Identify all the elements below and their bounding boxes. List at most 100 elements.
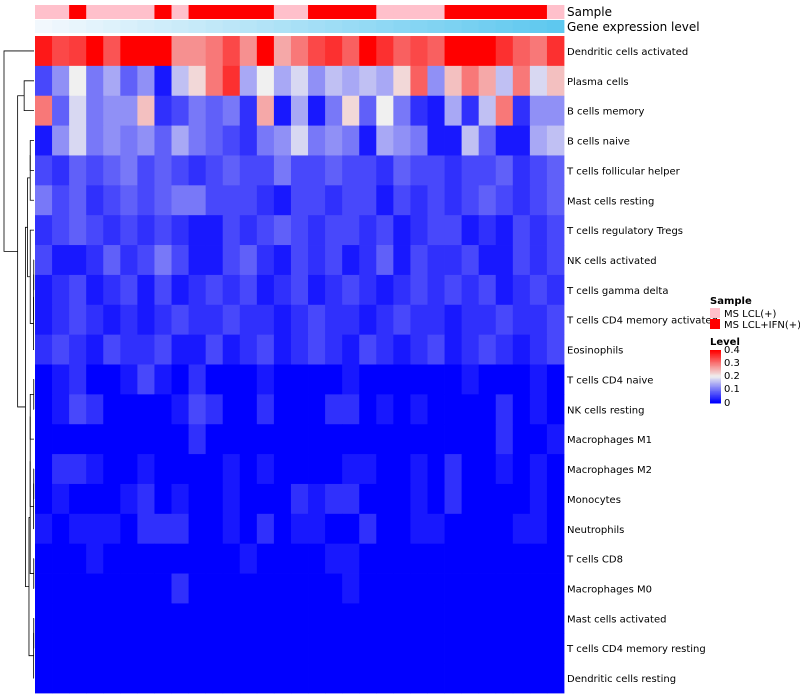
heatmap-cell xyxy=(461,543,480,574)
heatmap-cell xyxy=(120,95,138,126)
heatmap-cell xyxy=(512,573,531,604)
heatmap-cell xyxy=(120,663,138,694)
heatmap-cell xyxy=(35,155,53,186)
heatmap-cell xyxy=(529,543,548,574)
heatmap-cell xyxy=(120,573,138,604)
heatmap-cell xyxy=(342,394,360,425)
heatmap-cell xyxy=(273,95,292,126)
heatmap-cell xyxy=(154,65,172,97)
heatmap-cell xyxy=(495,663,514,694)
heatmap-cell xyxy=(256,513,275,545)
heatmap-cell xyxy=(120,454,138,485)
heatmap-cell xyxy=(495,155,514,186)
row-label: Macrophages M1 xyxy=(567,435,652,446)
heatmap-cell xyxy=(222,65,241,97)
heatmap-cell xyxy=(86,334,104,365)
heatmap-cell xyxy=(273,364,292,395)
heatmap-cell xyxy=(461,155,480,186)
heatmap-cell xyxy=(444,663,463,694)
heatmap-cell xyxy=(461,424,480,455)
heatmap-cell xyxy=(359,663,377,694)
heatmap-cell xyxy=(359,364,377,395)
expression-annotation-cell xyxy=(137,20,155,33)
heatmap-cell xyxy=(444,483,463,515)
heatmap-cell xyxy=(188,454,207,485)
heatmap-cell xyxy=(376,334,394,365)
heatmap-cell xyxy=(325,185,343,216)
heatmap-cell xyxy=(171,573,189,604)
dendrogram-branch xyxy=(17,95,26,408)
heatmap-cell xyxy=(444,95,463,126)
heatmap-cell xyxy=(256,663,275,694)
dendrogram-branch xyxy=(29,461,34,574)
sample-annotation-cell xyxy=(495,5,514,19)
heatmap-cell xyxy=(35,95,53,126)
sample-annotation-cell xyxy=(427,5,445,19)
heatmap-cell xyxy=(52,483,70,515)
heatmap-cell xyxy=(461,364,480,395)
heatmap-cell xyxy=(52,125,70,156)
heatmap-cell xyxy=(188,334,207,365)
heatmap-cell xyxy=(308,633,326,664)
dendrogram-branch xyxy=(25,226,29,588)
expression-annotation-cell xyxy=(308,20,326,33)
heatmap-cell xyxy=(137,125,155,156)
heatmap-cell xyxy=(376,274,394,306)
heatmap-cell xyxy=(495,125,514,156)
heatmap-cell xyxy=(359,424,377,455)
heatmap-cell xyxy=(52,304,70,336)
heatmap-cell xyxy=(69,65,87,97)
heatmap-cell xyxy=(461,454,480,485)
heatmap-cell xyxy=(222,274,241,306)
heatmap-cell xyxy=(154,454,172,485)
sample-annotation-cell xyxy=(222,5,241,19)
heatmap-cell xyxy=(529,185,548,216)
row-label: Monocytes xyxy=(567,495,621,506)
heatmap-cell xyxy=(154,185,172,216)
sample-annotation-cell xyxy=(342,5,360,19)
expression-annotation-cell xyxy=(546,20,565,33)
heatmap-cell xyxy=(154,364,172,395)
heatmap-cell xyxy=(86,573,104,604)
heatmap-cell xyxy=(512,334,531,365)
heatmap-cell xyxy=(461,36,480,67)
heatmap-cells xyxy=(35,36,565,694)
heatmap-cell xyxy=(546,483,565,515)
heatmap-cell xyxy=(325,633,343,664)
heatmap-cell xyxy=(410,185,428,216)
heatmap-cell xyxy=(103,573,121,604)
expression-annotation-cell xyxy=(205,20,224,33)
heatmap-cell xyxy=(205,454,224,485)
heatmap-cell xyxy=(273,36,292,67)
heatmap-cell xyxy=(376,603,394,634)
heatmap-cell xyxy=(376,155,394,186)
colorbar-segment xyxy=(710,367,721,370)
heatmap-cell xyxy=(512,215,531,246)
heatmap-cell xyxy=(529,513,548,545)
heatmap-cell xyxy=(120,185,138,216)
heatmap-cell xyxy=(35,483,53,515)
heatmap-cell xyxy=(478,95,497,126)
heatmap-cell xyxy=(342,95,360,126)
heatmap-cell xyxy=(256,573,275,604)
colorbar-segment xyxy=(710,369,721,372)
heatmap-cell xyxy=(222,424,241,455)
heatmap-cell xyxy=(35,245,53,276)
heatmap-cell xyxy=(410,394,428,425)
colorbar-segment xyxy=(710,401,721,404)
heatmap-cell xyxy=(103,245,121,276)
heatmap-cell xyxy=(427,663,445,694)
colorbar-segment xyxy=(710,373,721,376)
legend-level-tick: 0.3 xyxy=(724,358,740,369)
sample-track-label: Sample xyxy=(567,5,612,19)
heatmap-cell xyxy=(410,633,428,664)
row-label: T cells CD4 naive xyxy=(566,375,653,386)
heatmap-cell xyxy=(376,215,394,246)
heatmap-cell xyxy=(52,424,70,455)
colorbar-segment xyxy=(710,391,721,393)
heatmap-cell xyxy=(512,663,531,694)
heatmap-cell xyxy=(376,663,394,694)
sample-annotation-track xyxy=(35,5,565,19)
heatmap-cell xyxy=(342,663,360,694)
heatmap-cell xyxy=(410,274,428,306)
